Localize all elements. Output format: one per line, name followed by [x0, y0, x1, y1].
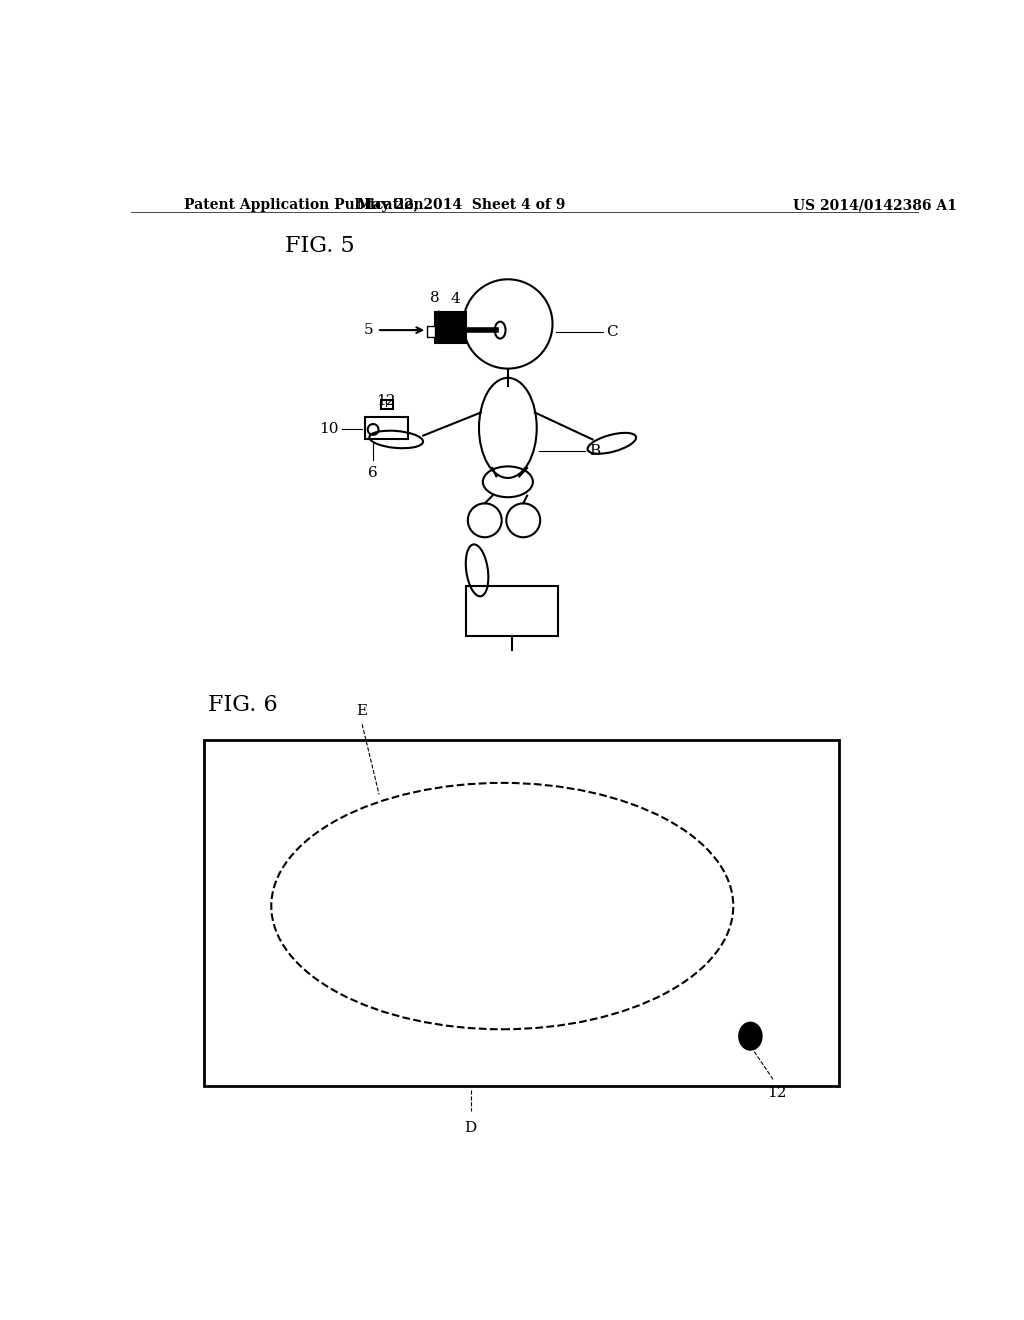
Bar	[366, 417, 408, 438]
Text: 6: 6	[369, 466, 378, 479]
Text: E: E	[356, 704, 368, 718]
Text: May 22, 2014  Sheet 4 of 9: May 22, 2014 Sheet 4 of 9	[357, 198, 566, 213]
Text: C: C	[606, 325, 618, 339]
Text: FIG. 5: FIG. 5	[285, 235, 354, 257]
Bar	[427, 326, 435, 337]
Text: Patent Application Publication: Patent Application Publication	[184, 198, 424, 213]
Text: D: D	[465, 1121, 476, 1135]
Text: 4: 4	[451, 292, 461, 306]
Text: FIG. 6: FIG. 6	[208, 693, 278, 715]
Text: B: B	[589, 444, 600, 458]
Bar	[204, 739, 839, 1086]
Bar	[381, 400, 393, 409]
Text: 12: 12	[768, 1086, 787, 1101]
Text: 10: 10	[318, 422, 339, 437]
Text: 12: 12	[377, 393, 396, 408]
Bar	[435, 313, 466, 343]
Bar	[466, 586, 558, 636]
Text: US 2014/0142386 A1: US 2014/0142386 A1	[793, 198, 956, 213]
Ellipse shape	[739, 1022, 762, 1051]
Text: 5: 5	[364, 323, 373, 337]
Text: 8: 8	[430, 290, 439, 305]
